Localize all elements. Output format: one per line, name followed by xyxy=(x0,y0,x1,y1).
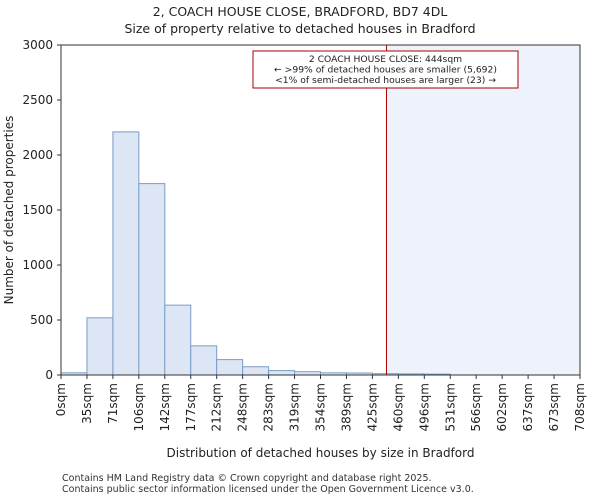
y-tick-label: 1000 xyxy=(22,258,53,272)
x-axis-label: Distribution of detached houses by size … xyxy=(167,446,475,460)
x-tick-label: 0sqm xyxy=(54,383,68,416)
x-tick-label: 248sqm xyxy=(236,383,250,431)
chart-title: 2, COACH HOUSE CLOSE, BRADFORD, BD7 4DL xyxy=(152,4,448,19)
x-tick-label: 283sqm xyxy=(262,383,276,431)
x-tick-label: 35sqm xyxy=(80,383,94,424)
annotation-box xyxy=(252,50,519,89)
x-tick-label: 106sqm xyxy=(132,383,146,431)
histogram-bar xyxy=(164,304,192,376)
x-tick-label: 566sqm xyxy=(469,383,483,431)
x-tick-label: 496sqm xyxy=(417,383,431,431)
histogram-bar xyxy=(190,345,218,376)
annotation-line: ← >99% of detached houses are smaller (5… xyxy=(274,65,497,76)
x-tick-label: 354sqm xyxy=(314,383,328,431)
histogram-bar xyxy=(242,366,270,376)
y-tick-label: 500 xyxy=(30,313,53,327)
y-axis-label: Number of detached properties xyxy=(2,116,16,305)
histogram-bar xyxy=(216,359,244,376)
x-tick-label: 460sqm xyxy=(391,383,405,431)
y-tick-label: 3000 xyxy=(22,38,53,52)
x-tick-label: 637sqm xyxy=(521,383,535,431)
x-tick-label: 602sqm xyxy=(495,383,509,431)
x-tick-label: 531sqm xyxy=(443,383,457,431)
y-tick-label: 0 xyxy=(45,368,53,382)
x-tick-label: 319sqm xyxy=(288,383,302,431)
y-tick-label: 2000 xyxy=(22,148,53,162)
histogram-bar xyxy=(112,131,140,376)
histogram-bar xyxy=(268,370,296,376)
x-tick-label: 212sqm xyxy=(210,383,224,431)
highlight-region xyxy=(386,45,580,375)
x-tick-label: 389sqm xyxy=(339,383,353,431)
x-tick-label: 708sqm xyxy=(573,383,587,431)
annotation-line: 2 COACH HOUSE CLOSE: 444sqm xyxy=(309,54,462,65)
x-tick-label: 142sqm xyxy=(158,383,172,431)
chart-subtitle: Size of property relative to detached ho… xyxy=(124,21,476,36)
y-tick-label: 2500 xyxy=(22,93,53,107)
footer-licence: Contains public sector information licen… xyxy=(62,484,474,495)
x-tick-label: 425sqm xyxy=(365,383,379,431)
footer-copyright: Contains HM Land Registry data © Crown c… xyxy=(62,473,432,484)
histogram-bar xyxy=(138,183,166,376)
histogram-bar xyxy=(86,317,114,376)
x-tick-label: 673sqm xyxy=(547,383,561,431)
x-tick-label: 177sqm xyxy=(184,383,198,431)
y-tick-label: 1500 xyxy=(22,203,53,217)
x-tick-label: 71sqm xyxy=(106,383,120,424)
annotation-line: <1% of semi-detached houses are larger (… xyxy=(275,75,496,86)
